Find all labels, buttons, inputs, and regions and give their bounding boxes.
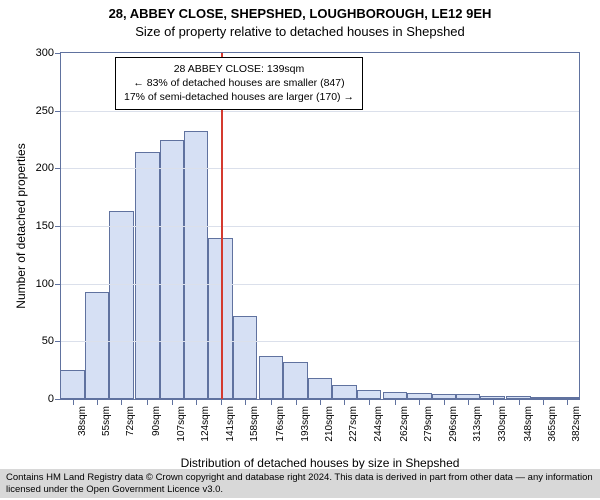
y-tick-label: 100 xyxy=(14,278,54,290)
histogram-bar xyxy=(308,378,332,399)
x-tick-label: 365sqm xyxy=(547,406,558,442)
y-tick-label: 250 xyxy=(14,105,54,117)
x-tick-mark xyxy=(221,400,222,405)
annotation-line3: 17% of semi-detached houses are larger (… xyxy=(124,90,354,104)
x-tick-label: 210sqm xyxy=(324,406,335,442)
footer-attribution: Contains HM Land Registry data © Crown c… xyxy=(0,469,600,498)
chart-title-address: 28, ABBEY CLOSE, SHEPSHED, LOUGHBOROUGH,… xyxy=(0,6,600,21)
histogram-bar xyxy=(383,392,407,399)
x-tick-label: 382sqm xyxy=(571,406,582,442)
x-tick-mark xyxy=(320,400,321,405)
grid-line xyxy=(61,284,579,285)
chart-subtitle: Size of property relative to detached ho… xyxy=(0,24,600,39)
x-tick-mark xyxy=(73,400,74,405)
x-tick-mark xyxy=(296,400,297,405)
y-tick-label: 0 xyxy=(14,393,54,405)
x-tick-mark xyxy=(519,400,520,405)
histogram-bar xyxy=(233,316,257,399)
x-tick-label: 244sqm xyxy=(373,406,384,442)
plot-area: 28 ABBEY CLOSE: 139sqm ← 83% of detached… xyxy=(60,52,580,400)
x-tick-mark xyxy=(196,400,197,405)
chart-container: 28, ABBEY CLOSE, SHEPSHED, LOUGHBOROUGH,… xyxy=(0,0,600,500)
histogram-bar xyxy=(259,356,283,399)
x-tick-mark xyxy=(369,400,370,405)
histogram-bar xyxy=(432,394,456,399)
x-tick-label: 158sqm xyxy=(249,406,260,442)
grid-line xyxy=(61,226,579,227)
x-tick-label: 90sqm xyxy=(151,406,162,436)
x-tick-label: 38sqm xyxy=(77,406,88,436)
x-tick-label: 55sqm xyxy=(101,406,112,436)
x-tick-mark xyxy=(121,400,122,405)
histogram-bar xyxy=(160,140,184,400)
x-tick-mark xyxy=(444,400,445,405)
annotation-line2: ← 83% of detached houses are smaller (84… xyxy=(124,76,354,90)
x-tick-label: 176sqm xyxy=(275,406,286,442)
histogram-bar xyxy=(357,390,381,399)
x-tick-mark xyxy=(493,400,494,405)
x-tick-label: 296sqm xyxy=(448,406,459,442)
x-tick-mark xyxy=(147,400,148,405)
grid-line xyxy=(61,168,579,169)
x-tick-mark xyxy=(567,400,568,405)
y-tick-mark xyxy=(55,284,60,285)
x-tick-label: 348sqm xyxy=(523,406,534,442)
x-tick-label: 313sqm xyxy=(472,406,483,442)
x-tick-label: 279sqm xyxy=(423,406,434,442)
y-tick-mark xyxy=(55,226,60,227)
x-tick-label: 330sqm xyxy=(497,406,508,442)
x-tick-label: 227sqm xyxy=(348,406,359,442)
x-tick-mark xyxy=(468,400,469,405)
y-tick-mark xyxy=(55,341,60,342)
x-tick-mark xyxy=(543,400,544,405)
x-tick-mark xyxy=(419,400,420,405)
histogram-bar xyxy=(60,370,84,399)
histogram-bar xyxy=(283,362,307,399)
histogram-bar xyxy=(332,385,356,399)
histogram-bar xyxy=(109,211,133,399)
histogram-bar xyxy=(555,397,579,399)
x-tick-mark xyxy=(271,400,272,405)
y-tick-label: 300 xyxy=(14,47,54,59)
x-tick-mark xyxy=(245,400,246,405)
x-tick-label: 72sqm xyxy=(125,406,136,436)
x-tick-mark xyxy=(344,400,345,405)
histogram-bar xyxy=(456,394,480,399)
grid-line xyxy=(61,111,579,112)
histogram-bar xyxy=(135,152,159,399)
x-tick-label: 124sqm xyxy=(200,406,211,442)
x-tick-mark xyxy=(97,400,98,405)
y-tick-label: 150 xyxy=(14,220,54,232)
y-tick-label: 50 xyxy=(14,335,54,347)
histogram-bar xyxy=(85,292,109,399)
y-tick-mark xyxy=(55,168,60,169)
annotation-box: 28 ABBEY CLOSE: 139sqm ← 83% of detached… xyxy=(115,57,363,110)
annotation-line1: 28 ABBEY CLOSE: 139sqm xyxy=(124,62,354,76)
x-axis-label: Distribution of detached houses by size … xyxy=(60,456,580,470)
y-tick-mark xyxy=(55,399,60,400)
y-tick-mark xyxy=(55,111,60,112)
histogram-bar xyxy=(480,396,504,399)
x-tick-mark xyxy=(172,400,173,405)
x-tick-label: 141sqm xyxy=(225,406,236,442)
y-tick-label: 200 xyxy=(14,162,54,174)
grid-line xyxy=(61,341,579,342)
x-tick-mark xyxy=(395,400,396,405)
histogram-bar xyxy=(184,131,208,399)
x-tick-label: 262sqm xyxy=(399,406,410,442)
y-tick-mark xyxy=(55,53,60,54)
x-tick-label: 107sqm xyxy=(176,406,187,442)
histogram-bar xyxy=(407,393,431,399)
histogram-bar xyxy=(506,396,530,399)
histogram-bar xyxy=(531,397,555,399)
x-tick-label: 193sqm xyxy=(300,406,311,442)
